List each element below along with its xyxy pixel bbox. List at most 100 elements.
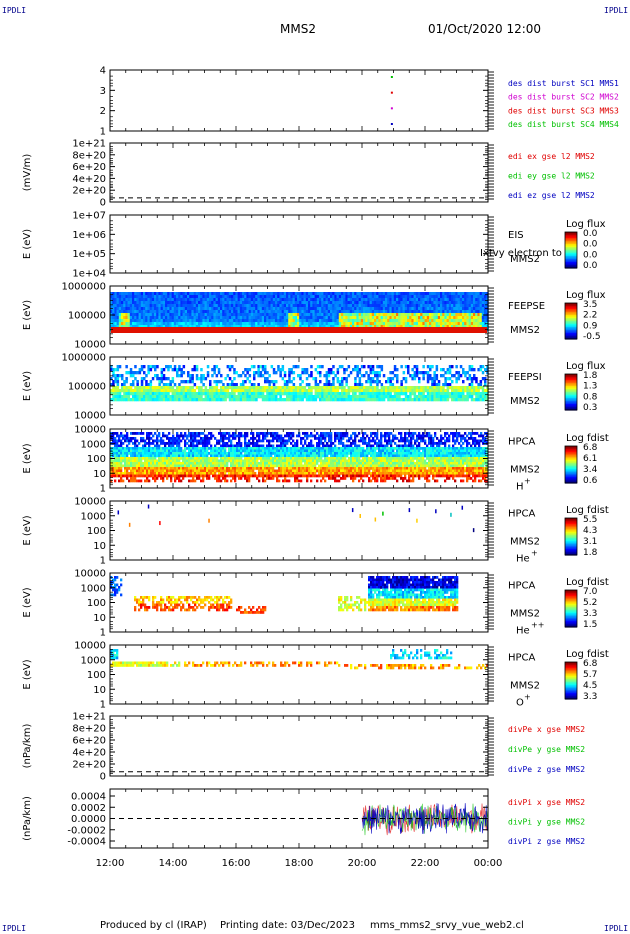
colorbar-swatch bbox=[565, 662, 577, 665]
colorbar-swatch bbox=[565, 303, 577, 306]
colorbar-swatch bbox=[565, 247, 577, 250]
legend-entry: des dist burst SC2 MMS2 bbox=[508, 93, 619, 102]
colorbar-swatch bbox=[565, 401, 577, 404]
colorbar-swatch bbox=[565, 405, 577, 408]
y-tick-label: 10 bbox=[93, 469, 106, 480]
colorbar-swatch bbox=[565, 466, 577, 469]
colorbar-tick-label: 3.4 bbox=[583, 465, 598, 475]
y-tick-label: 8e+20 bbox=[72, 150, 106, 161]
colorbar-swatch bbox=[565, 321, 577, 324]
colorbar-swatch bbox=[565, 469, 577, 472]
colorbar-swatch bbox=[565, 307, 577, 310]
colorbar-swatch bbox=[565, 315, 577, 318]
colorbar-swatch bbox=[565, 467, 577, 470]
colorbar-swatch bbox=[565, 322, 577, 325]
colorbar-swatch bbox=[565, 519, 577, 522]
y-tick-label: 1000000 bbox=[61, 282, 106, 293]
colorbar-swatch bbox=[565, 244, 577, 247]
y-tick-label: 0.0000 bbox=[71, 814, 106, 825]
colorbar-tick-label: 0.8 bbox=[583, 392, 598, 402]
colorbar-tick-label: 1.3 bbox=[583, 382, 597, 392]
colorbar-swatch bbox=[565, 399, 577, 402]
spectrogram-hpca_h bbox=[110, 432, 489, 483]
y-tick-label: 4e+20 bbox=[72, 748, 106, 759]
spacecraft-label: MMS2 bbox=[510, 254, 540, 265]
y-axis-label: (nPa/km) bbox=[22, 796, 33, 841]
colorbar-swatch bbox=[565, 393, 577, 396]
colorbar-swatch bbox=[565, 392, 577, 395]
colorbar-swatch bbox=[565, 530, 577, 533]
legend-entry: edi ez gse l2 MMS2 bbox=[508, 191, 595, 200]
colorbar-swatch bbox=[565, 551, 577, 555]
colorbar-swatch bbox=[565, 254, 577, 257]
colorbar-tick-label: 0.9 bbox=[583, 321, 598, 331]
colorbar-swatch bbox=[565, 545, 577, 548]
colorbar-swatch bbox=[565, 600, 577, 603]
y-tick-label: 1000 bbox=[81, 511, 106, 522]
colorbar-swatch bbox=[565, 395, 577, 398]
colorbar-swatch bbox=[565, 266, 577, 269]
colorbar-tick-label: 0.0 bbox=[583, 261, 598, 271]
spacecraft-label: MMS2 bbox=[510, 681, 540, 692]
colorbar-swatch bbox=[565, 531, 577, 535]
y-tick-label: 10000 bbox=[74, 569, 106, 580]
colorbar-title: Log flux bbox=[566, 219, 606, 230]
colorbar-swatch bbox=[565, 251, 577, 254]
colorbar-swatch bbox=[565, 387, 577, 390]
colorbar-frame bbox=[564, 589, 578, 628]
hpca-he-point bbox=[159, 521, 161, 526]
colorbar-swatch bbox=[565, 536, 577, 539]
colorbar-swatch bbox=[565, 404, 577, 407]
colorbar-swatch bbox=[565, 518, 577, 521]
colorbar-swatch bbox=[565, 610, 577, 613]
y-axis-label: E (eV) bbox=[22, 443, 33, 473]
colorbar-swatch bbox=[565, 544, 577, 547]
colorbar-swatch bbox=[565, 377, 577, 380]
colorbar-swatch bbox=[565, 380, 577, 383]
hpca-he-point bbox=[382, 511, 384, 516]
colorbar-frame bbox=[564, 302, 578, 340]
colorbar-swatch bbox=[565, 330, 577, 333]
burst-point bbox=[390, 123, 393, 125]
y-tick-label: 1e+21 bbox=[72, 139, 106, 150]
colorbar-tick-label: 5.5 bbox=[583, 515, 597, 525]
y-tick-label: 8e+20 bbox=[72, 724, 106, 735]
colorbar-tick-label: 1.8 bbox=[583, 371, 598, 381]
time-axis-label: 12:00 bbox=[96, 858, 125, 869]
spacecraft-title: MMS2 bbox=[280, 22, 316, 36]
colorbar-swatch bbox=[565, 547, 577, 550]
colorbar-swatch bbox=[565, 408, 577, 411]
colorbar-swatch bbox=[565, 475, 577, 478]
colorbar-swatch bbox=[565, 336, 577, 339]
colorbar-swatch bbox=[565, 374, 577, 377]
panel-frame-hpca_he bbox=[109, 500, 489, 561]
colorbar-swatch bbox=[565, 446, 577, 449]
y-tick-label: 10 bbox=[93, 541, 106, 552]
filename-label: mms_mms2_srvy_vue_web2.cl bbox=[370, 920, 524, 931]
y-tick-label: 6e+20 bbox=[72, 162, 106, 173]
spectrogram-feepse bbox=[110, 292, 489, 332]
corner-label-top-left: IPDLI bbox=[2, 6, 27, 15]
hpca-he-point bbox=[208, 518, 210, 523]
y-tick-label: 2 bbox=[100, 106, 106, 117]
colorbar-swatch bbox=[565, 334, 577, 337]
colorbar-swatch bbox=[565, 245, 577, 248]
colorbar-swatch bbox=[565, 450, 577, 453]
colorbar-frame bbox=[564, 517, 578, 556]
y-tick-label: -0.0004 bbox=[67, 837, 106, 848]
colorbar-swatch bbox=[565, 462, 577, 466]
colorbar-swatch bbox=[565, 597, 577, 600]
legend-entry: divPi z gse MMS2 bbox=[508, 837, 585, 846]
colorbar-swatch bbox=[565, 599, 577, 602]
legend-entry: divPe x gse MMS2 bbox=[508, 725, 585, 734]
colorbar-swatch bbox=[565, 265, 577, 268]
colorbar-swatch bbox=[565, 692, 577, 695]
y-tick-label: 1 bbox=[100, 700, 106, 711]
y-tick-label: 0 bbox=[100, 198, 106, 209]
colorbar-swatch bbox=[565, 337, 577, 340]
y-axis-label: E (eV) bbox=[22, 515, 33, 545]
y-axis-label: E (eV) bbox=[22, 300, 33, 330]
legend-entry: des dist burst SC3 MMS3 bbox=[508, 106, 619, 115]
colorbar-tick-label: 0.0 bbox=[583, 229, 598, 239]
y-tick-label: 100 bbox=[87, 454, 106, 465]
